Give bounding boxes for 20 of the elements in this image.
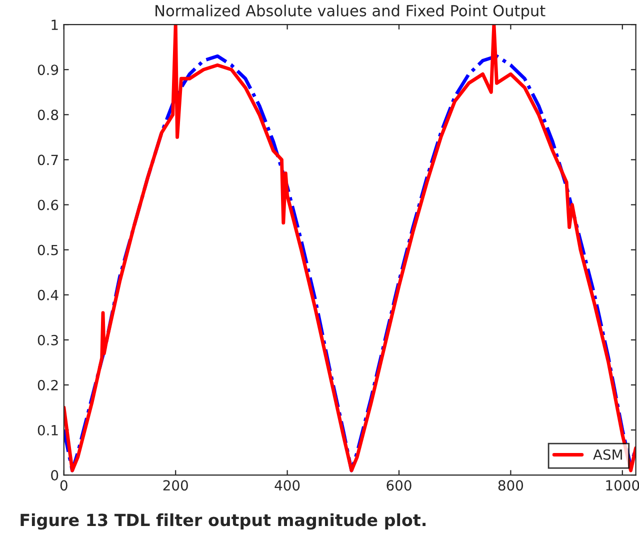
caption: Figure 13 TDL filter output magnitude plot. bbox=[20, 513, 426, 530]
x-tick-label: 1000 bbox=[606, 480, 639, 491]
x-tick-label: 400 bbox=[274, 480, 300, 491]
y-tick-label: 0 bbox=[51, 470, 58, 480]
y-tick-label: 0.3 bbox=[38, 334, 58, 346]
legend-label: ASM bbox=[593, 449, 622, 460]
y-tick-label: 0.2 bbox=[38, 380, 58, 390]
chart-title: Normalized Absolute values and Fixed Point Output bbox=[156, 4, 546, 20]
x-tick-label: 0 bbox=[60, 480, 68, 491]
y-tick-label: 0.1 bbox=[38, 424, 58, 436]
y-tick-label: 0.7 bbox=[38, 154, 58, 166]
y-tick-label: 0.9 bbox=[38, 64, 58, 76]
y-tick-label: 0.5 bbox=[38, 244, 58, 256]
y-tick-label: 1 bbox=[52, 20, 58, 30]
y-tick-label: 0.4 bbox=[38, 290, 58, 300]
x-tick-label: 800 bbox=[498, 480, 524, 491]
x-tick-label: 600 bbox=[386, 480, 412, 491]
x-tick-label: 200 bbox=[163, 480, 188, 491]
y-tick-label: 0.8 bbox=[38, 110, 58, 120]
y-tick-label: 0.6 bbox=[38, 200, 58, 210]
